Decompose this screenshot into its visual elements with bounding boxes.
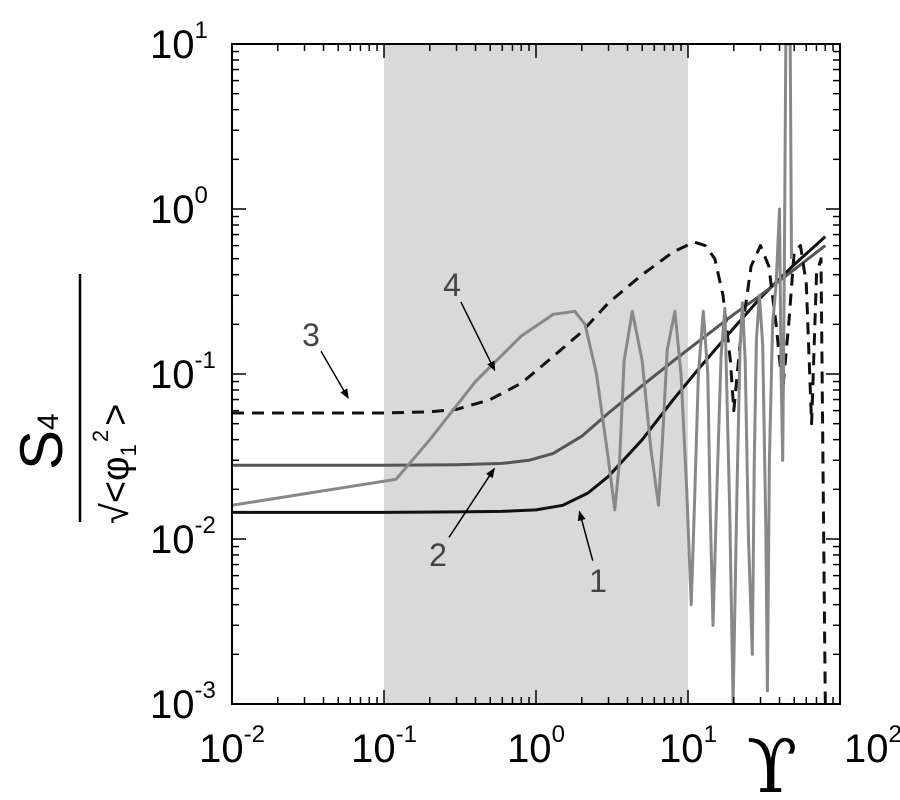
y-axis-label: S4 √<φ12 >	[8, 274, 141, 524]
svg-text:S4: S4	[8, 413, 75, 470]
y-tick-labels: 10-3 10-2 10-1 100 101	[150, 17, 216, 727]
curve-label-2: 2	[429, 537, 447, 573]
y-label-denominator-prefix: √<φ	[95, 456, 137, 524]
y-tick-label: 10-1	[150, 347, 216, 397]
y-tick-label: 100	[150, 182, 208, 232]
series-layer	[232, 44, 827, 704]
x-axis-label: ϒ	[747, 724, 798, 800]
y-label-denominator-sup: 2	[88, 430, 113, 442]
curve-arrow-3	[320, 350, 349, 400]
x-tick-label: 10-1	[351, 721, 417, 771]
curve-label-4: 4	[443, 267, 461, 303]
curve-annotations: 1 2 3 4	[302, 267, 607, 599]
y-label-numerator: S	[8, 430, 75, 470]
y-label-denominator-sub: 1	[116, 444, 141, 456]
curve-label-1: 1	[589, 563, 607, 599]
curve-label-3: 3	[302, 317, 320, 353]
curve-arrow-4	[460, 301, 496, 372]
svg-text:√<φ12>: √<φ12 >	[88, 404, 141, 524]
shaded-region	[384, 44, 688, 704]
y-tick-label: 10-2	[150, 512, 216, 562]
y-label-denominator-suffix: >	[95, 404, 137, 426]
curve-arrow-1	[577, 510, 594, 561]
tick-marks	[231, 43, 841, 705]
x-tick-label: 100	[507, 721, 565, 771]
series-line-3	[232, 240, 827, 704]
series-line-2	[232, 244, 827, 467]
x-tick-labels: 10-2 10-1 100 101 102	[199, 721, 900, 771]
x-tick-label: 102	[844, 721, 900, 771]
y-tick-label: 10-3	[150, 677, 216, 727]
series-line-1	[232, 235, 827, 514]
curve-arrow-2	[448, 467, 495, 538]
y-label-numerator-sub: 4	[32, 413, 65, 430]
series-line-4	[232, 44, 793, 704]
y-tick-label: 101	[150, 17, 208, 67]
x-tick-label: 10-2	[199, 721, 265, 771]
x-tick-label: 101	[659, 721, 717, 771]
